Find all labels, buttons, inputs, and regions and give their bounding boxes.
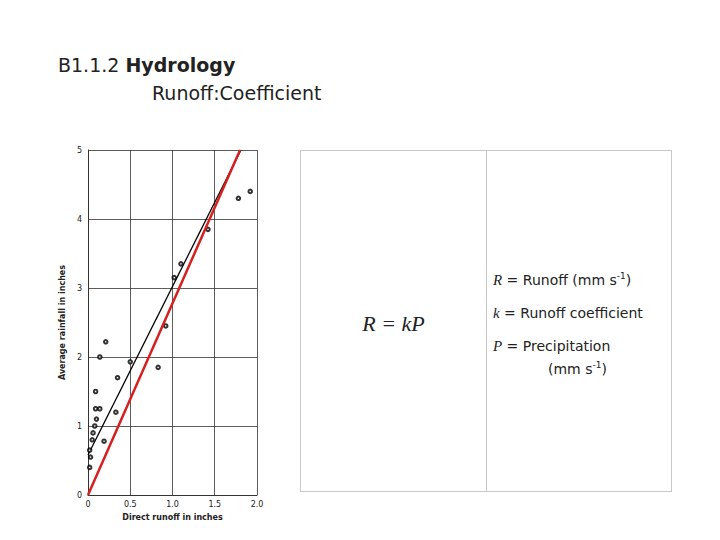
html-text:(mm s-1): (mm s-1) (548, 359, 607, 377)
html-text:k = Runoff coefficient: k = Runoff coefficient (493, 304, 643, 321)
html-text:R = Runoff (mm s-1): R = Runoff (mm s-1) (493, 271, 632, 288)
svg-text:2.0: 2.0 (251, 500, 264, 509)
svg-text:1: 1 (77, 422, 82, 431)
svg-text:4: 4 (77, 215, 82, 224)
html-text:P = Precipitation: P = Precipitation (493, 337, 611, 354)
html-text:R = kP: R = kP (362, 311, 425, 336)
svg-text:Direct runoff in inches: Direct runoff in inches (122, 513, 223, 522)
svg-text:1.5: 1.5 (208, 500, 221, 509)
svg-text:Average rainfall in inches: Average rainfall in inches (58, 265, 67, 380)
svg-text:0: 0 (85, 500, 90, 509)
svg-text:1.0: 1.0 (166, 500, 179, 509)
html-text:B1.1.2 Hydrology: B1.1.2 Hydrology (58, 54, 236, 76)
svg-text:0: 0 (77, 491, 82, 500)
html-text:Runoff:Coefficient: Runoff:Coefficient (152, 82, 322, 104)
svg-text:3: 3 (77, 284, 82, 293)
svg-text:5: 5 (77, 146, 82, 155)
svg-text:0.5: 0.5 (124, 500, 137, 509)
svg-text:2: 2 (77, 353, 82, 362)
